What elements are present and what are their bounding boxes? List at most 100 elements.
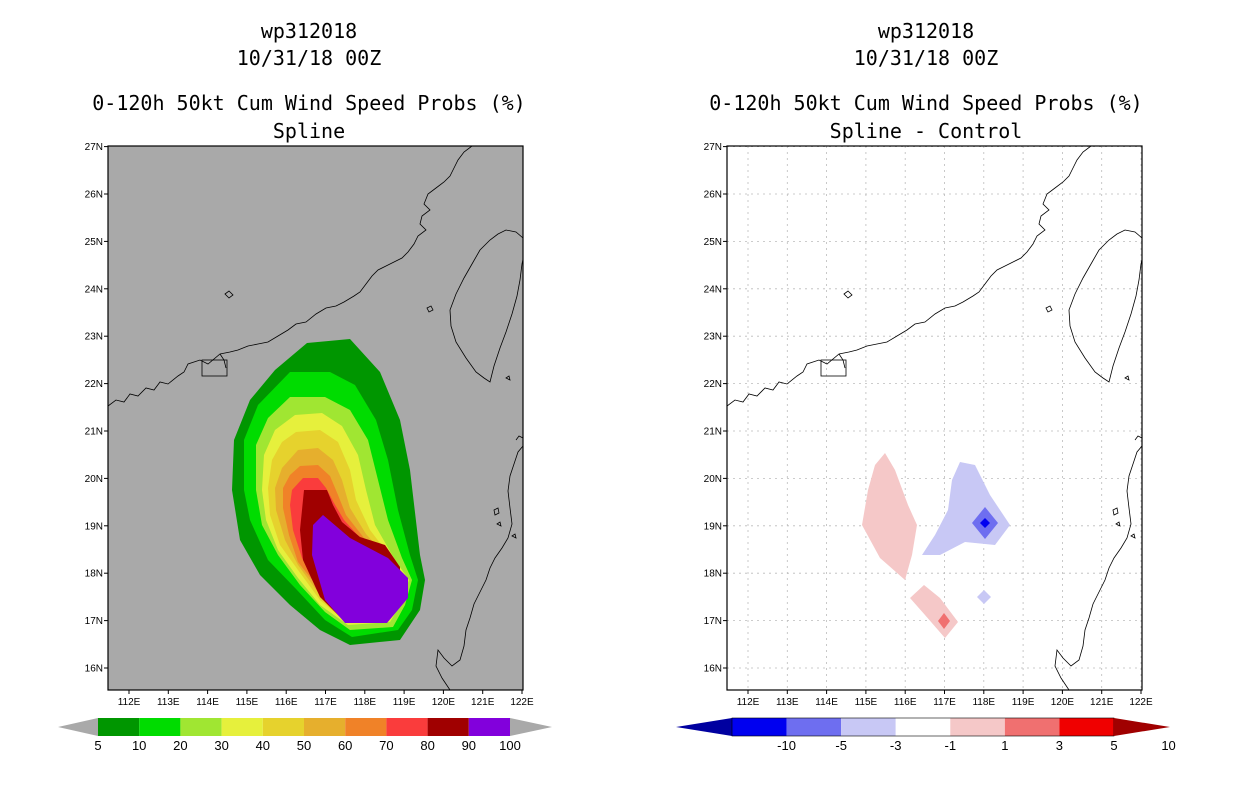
x-tick-label: 113E xyxy=(776,697,799,708)
colorbar-label: 100 xyxy=(499,738,521,753)
y-tick-label: 22N xyxy=(85,379,103,390)
colorbar-label: -3 xyxy=(890,738,902,753)
y-tick-label: 20N xyxy=(704,474,722,485)
colorbar-swatch xyxy=(180,718,222,736)
y-tick-label: 26N xyxy=(85,190,103,201)
colorbar-label: 80 xyxy=(420,738,434,753)
y-tick-label: 17N xyxy=(85,616,103,627)
left-product-title: 0-120h 50kt Cum Wind Speed Probs (%) xyxy=(92,91,525,115)
colorbar-swatch xyxy=(386,718,428,736)
y-tick-label: 18N xyxy=(85,569,103,580)
colorbar-label: 5 xyxy=(1110,738,1117,753)
colorbar-label: -10 xyxy=(777,738,796,753)
x-tick-label: 118E xyxy=(972,697,995,708)
colorbar-swatch xyxy=(139,718,181,736)
y-tick-label: 19N xyxy=(704,521,722,532)
colorbar-label: 3 xyxy=(1056,738,1063,753)
x-tick-label: 117E xyxy=(933,697,956,708)
colorbar-swatch xyxy=(1004,718,1060,736)
colorbar-label: 40 xyxy=(256,738,270,753)
right-colorbar-over-arrow xyxy=(1114,718,1170,736)
colorbar-swatch xyxy=(304,718,346,736)
y-tick-label: 27N xyxy=(85,142,103,153)
right-subtitle: Spline - Control xyxy=(830,119,1023,143)
diff-neg-5-center xyxy=(980,518,990,528)
right-colorbar-under-arrow xyxy=(676,718,732,736)
diff-pos-1-west xyxy=(862,453,917,580)
left-subtitle: Spline xyxy=(273,119,345,143)
y-tick-label: 21N xyxy=(85,427,103,438)
x-tick-label: 114E xyxy=(196,697,219,708)
x-tick-label: 119E xyxy=(393,697,416,708)
y-tick-label: 26N xyxy=(704,190,722,201)
right-difference-contours xyxy=(862,453,1010,638)
colorbar-swatch xyxy=(950,718,1005,736)
x-tick-label: 112E xyxy=(118,697,141,708)
left-colorbar-under-arrow xyxy=(58,718,98,736)
x-tick-label: 120E xyxy=(432,697,456,708)
x-tick-label: 116E xyxy=(275,697,298,708)
x-tick-label: 121E xyxy=(471,697,495,708)
x-tick-label: 115E xyxy=(855,697,878,708)
colorbar-label: 70 xyxy=(379,738,393,753)
right-panel: wp312018 10/31/18 00Z 0-120h 50kt Cum Wi… xyxy=(676,19,1176,753)
y-tick-label: 23N xyxy=(704,332,722,343)
right-datetime: 10/31/18 00Z xyxy=(854,46,999,70)
left-axis-ticks: 112E 113E 114E 115E 116E 117E 118E 119E 120E 121E… xyxy=(85,142,534,708)
y-tick-label: 25N xyxy=(704,237,722,248)
x-tick-label: 119E xyxy=(1012,697,1035,708)
left-datetime: 10/31/18 00Z xyxy=(237,46,382,70)
left-storm-id: wp312018 xyxy=(261,19,357,43)
colorbar-label: 20 xyxy=(173,738,187,753)
x-tick-label: 116E xyxy=(894,697,917,708)
colorbar-swatch xyxy=(98,718,140,736)
colorbar-swatch xyxy=(1059,718,1114,736)
colorbar-label: 10 xyxy=(1161,738,1175,753)
x-tick-label: 114E xyxy=(815,697,838,708)
y-tick-label: 24N xyxy=(704,284,722,295)
x-tick-label: 122E xyxy=(1129,697,1153,708)
colorbar-swatch xyxy=(841,718,896,736)
colorbar-label: 1 xyxy=(1001,738,1008,753)
x-tick-label: 117E xyxy=(314,697,337,708)
x-tick-label: 118E xyxy=(353,697,376,708)
y-tick-label: 25N xyxy=(85,237,103,248)
colorbar-swatch xyxy=(732,718,787,736)
colorbar-label: 90 xyxy=(462,738,476,753)
colorbar-swatch xyxy=(221,718,263,736)
colorbar-label: 5 xyxy=(94,738,101,753)
y-tick-label: 16N xyxy=(704,664,722,675)
y-tick-label: 21N xyxy=(704,427,722,438)
diff-pos-3-south xyxy=(938,613,950,629)
y-tick-label: 27N xyxy=(704,142,722,153)
colorbar-swatch xyxy=(345,718,387,736)
y-tick-label: 16N xyxy=(85,664,103,675)
diff-neg-1-south xyxy=(977,590,991,604)
colorbar-swatch xyxy=(262,718,304,736)
y-tick-label: 20N xyxy=(85,474,103,485)
left-probability-contours xyxy=(232,339,425,645)
colorbar-label: 50 xyxy=(297,738,311,753)
colorbar-label: 30 xyxy=(214,738,228,753)
right-colorbar: -10 -5 -3 -1 1 3 5 10 xyxy=(676,717,1176,753)
colorbar-label: -1 xyxy=(945,738,957,753)
left-map-frame xyxy=(107,145,524,691)
x-tick-label: 112E xyxy=(737,697,760,708)
y-tick-label: 19N xyxy=(85,521,103,532)
right-axis-ticks: 112E 113E 114E 115E 116E 117E 118E 119E 120E 121E… xyxy=(704,142,1153,708)
colorbar-label: -5 xyxy=(835,738,847,753)
right-storm-id: wp312018 xyxy=(878,19,974,43)
x-tick-label: 115E xyxy=(236,697,259,708)
colorbar-label: 10 xyxy=(132,738,146,753)
y-tick-label: 22N xyxy=(704,379,722,390)
colorbar-swatch xyxy=(895,718,951,736)
y-tick-label: 23N xyxy=(85,332,103,343)
colorbar-label: 60 xyxy=(338,738,352,753)
colorbar-swatch xyxy=(786,718,842,736)
left-colorbar: 5 10 20 30 40 50 60 70 80 90 100 xyxy=(58,718,552,753)
right-gridlines xyxy=(727,146,1142,690)
y-tick-label: 24N xyxy=(85,284,103,295)
x-tick-label: 121E xyxy=(1090,697,1114,708)
x-tick-label: 120E xyxy=(1051,697,1075,708)
